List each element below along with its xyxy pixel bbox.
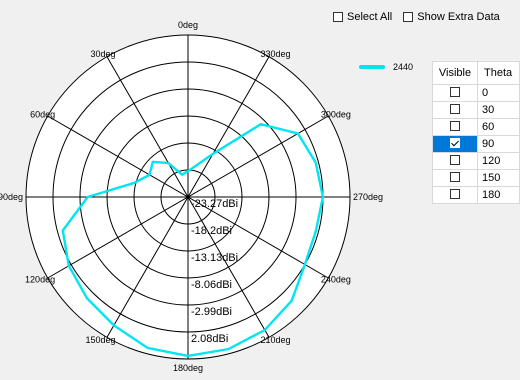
- column-header-visible[interactable]: Visible: [432, 61, 478, 85]
- visible-cell[interactable]: [432, 84, 478, 102]
- column-header-theta[interactable]: Theta: [477, 61, 520, 85]
- select-all-label: Select All: [347, 11, 393, 23]
- radial-tick-label: -13.13dBi: [191, 252, 238, 264]
- table-row[interactable]: 60: [432, 118, 520, 136]
- theta-cell[interactable]: 90: [477, 135, 520, 153]
- visible-checkbox[interactable]: [450, 188, 460, 199]
- theta-cell[interactable]: 30: [477, 101, 520, 119]
- visible-cell[interactable]: [432, 169, 478, 187]
- visible-cell[interactable]: [432, 101, 478, 119]
- series-line: [61, 123, 325, 358]
- angle-tick-label: 240deg: [321, 275, 351, 285]
- radial-tick-label: -2.99dBi: [191, 306, 232, 318]
- polar-chart: 0deg 330deg 300deg 270deg 240deg 210deg 180deg…: [0, 20, 383, 373]
- visible-cell[interactable]: [432, 118, 478, 136]
- theta-cell[interactable]: 0: [477, 84, 520, 102]
- visible-cell[interactable]: [432, 135, 478, 153]
- visible-cell[interactable]: [432, 152, 478, 170]
- table-row[interactable]: 150: [432, 169, 520, 187]
- angle-tick-label: 30deg: [90, 49, 115, 59]
- visible-checkbox[interactable]: [450, 171, 460, 182]
- table-row[interactable]: 90: [432, 135, 520, 153]
- radial-tick-labels: -23.27dBi -18.2dBi -13.13dBi -8.06dBi -2.99d…: [191, 198, 238, 345]
- polar-grid: [25, 34, 351, 360]
- angle-tick-label: 180deg: [173, 363, 203, 373]
- table-header-row: Visible Theta: [432, 61, 520, 85]
- theta-cell[interactable]: 60: [477, 118, 520, 136]
- theta-cell[interactable]: 120: [477, 152, 520, 170]
- radial-tick-label: -23.27dBi: [191, 198, 238, 210]
- show-extra-data-box[interactable]: [403, 12, 414, 22]
- show-extra-data-label: Show Extra Data: [417, 11, 500, 23]
- theta-cell[interactable]: 180: [477, 186, 520, 204]
- angle-tick-label: 150deg: [85, 335, 115, 345]
- table-row[interactable]: 120: [432, 152, 520, 170]
- angle-tick-label: 300deg: [321, 110, 351, 120]
- table-row[interactable]: 30: [432, 101, 520, 119]
- table-row[interactable]: 0: [432, 84, 520, 102]
- radial-tick-label: -8.06dBi: [191, 279, 232, 291]
- theta-table: Visible Theta 0 30 60 90 120 150 180: [432, 61, 520, 204]
- select-all-checkbox[interactable]: Select All: [333, 11, 392, 23]
- visible-checkbox[interactable]: [450, 120, 460, 131]
- angle-tick-labels: 0deg 330deg 300deg 270deg 240deg 210deg 180deg…: [0, 20, 383, 373]
- visible-checkbox[interactable]: [450, 103, 460, 114]
- top-controls: Select All Show Extra Data: [333, 11, 500, 23]
- angle-tick-label: 330deg: [261, 49, 291, 59]
- legend-series-label: 2440: [393, 62, 414, 72]
- angle-tick-label: 0deg: [178, 20, 198, 30]
- visible-checkbox[interactable]: [450, 86, 460, 97]
- polar-spoke: [106, 56, 270, 338]
- angle-tick-label: 120deg: [25, 275, 55, 285]
- theta-cell[interactable]: 150: [477, 169, 520, 187]
- series-layer: [61, 123, 325, 358]
- visible-checkbox[interactable]: [450, 154, 460, 165]
- chart-legend: 2440: [359, 62, 413, 72]
- select-all-box[interactable]: [333, 12, 343, 22]
- show-extra-data-checkbox[interactable]: Show Extra Data: [403, 11, 500, 23]
- angle-tick-label: 210deg: [261, 335, 291, 345]
- table-row[interactable]: 180: [432, 186, 520, 204]
- radial-tick-label: -18.2dBi: [191, 225, 232, 237]
- table-body: 0 30 60 90 120 150 180: [432, 84, 520, 204]
- angle-tick-label: 90deg: [0, 192, 23, 202]
- radial-tick-label: 2.08dBi: [191, 333, 228, 345]
- legend-series-swatch: [359, 65, 385, 69]
- angle-tick-label: 270deg: [353, 192, 383, 202]
- visible-cell[interactable]: [432, 186, 478, 204]
- angle-tick-label: 60deg: [30, 110, 55, 120]
- visible-checkbox[interactable]: [450, 137, 460, 148]
